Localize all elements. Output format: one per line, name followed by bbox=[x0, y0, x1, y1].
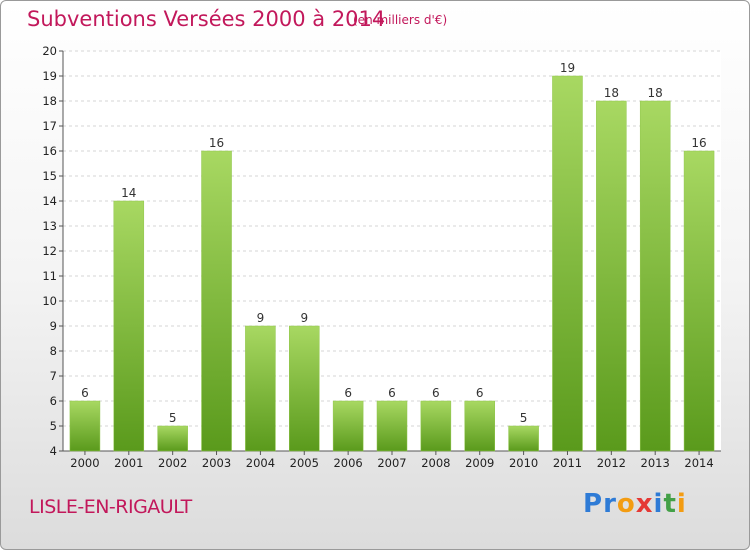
bar-2001 bbox=[113, 200, 145, 452]
bar-2006 bbox=[332, 400, 364, 452]
bar-2012 bbox=[596, 100, 627, 452]
logo-letter: P bbox=[583, 489, 604, 519]
y-tick-label: 6 bbox=[50, 394, 57, 408]
y-tick-label: 5 bbox=[50, 419, 57, 433]
x-tick-label-2001: 2001 bbox=[114, 456, 143, 470]
data-label-2005: 9 bbox=[300, 311, 308, 325]
y-tick-label: 4 bbox=[50, 444, 57, 458]
data-label-2014: 16 bbox=[691, 136, 706, 150]
data-label-2010: 5 bbox=[520, 411, 528, 425]
bar-2000 bbox=[69, 400, 101, 452]
bar-2013 bbox=[639, 100, 671, 452]
bar-2009 bbox=[464, 400, 495, 452]
x-tick-label-2009: 2009 bbox=[465, 456, 494, 470]
x-tick-label-2012: 2012 bbox=[597, 456, 626, 470]
chart-title: Subventions Versées 2000 à 2014 bbox=[27, 7, 386, 31]
data-label-2007: 6 bbox=[388, 386, 396, 400]
x-tick-label-2013: 2013 bbox=[641, 456, 670, 470]
bar-2008 bbox=[420, 400, 452, 452]
bar-2004 bbox=[245, 325, 276, 452]
x-tick-label-2003: 2003 bbox=[202, 456, 231, 470]
logo-letter: x bbox=[635, 489, 654, 519]
x-tick-label-2005: 2005 bbox=[290, 456, 319, 470]
y-tick-label: 12 bbox=[42, 244, 57, 258]
proxiti-logo: Proxiti bbox=[583, 489, 687, 519]
data-label-2003: 16 bbox=[209, 136, 224, 150]
x-tick-label-2007: 2007 bbox=[377, 456, 406, 470]
data-label-2009: 6 bbox=[476, 386, 484, 400]
x-tick-label-2000: 2000 bbox=[70, 456, 99, 470]
data-label-2002: 5 bbox=[169, 411, 177, 425]
x-tick-label-2006: 2006 bbox=[333, 456, 362, 470]
data-label-2013: 18 bbox=[648, 86, 663, 100]
data-label-2011: 19 bbox=[560, 61, 575, 75]
data-label-2004: 9 bbox=[257, 311, 265, 325]
y-tick-label: 19 bbox=[42, 69, 57, 83]
x-tick-label-2011: 2011 bbox=[553, 456, 582, 470]
chart-unit: (en milliers d'€) bbox=[353, 13, 448, 27]
logo-letter: i bbox=[653, 489, 664, 519]
y-tick-label: 18 bbox=[42, 94, 57, 108]
x-tick-label-2010: 2010 bbox=[509, 456, 538, 470]
bar-2014 bbox=[683, 150, 715, 452]
y-tick-label: 15 bbox=[42, 169, 57, 183]
y-tick-label: 17 bbox=[42, 119, 57, 133]
x-tick-label-2002: 2002 bbox=[158, 456, 187, 470]
y-tick-label: 20 bbox=[42, 44, 57, 58]
y-tick-label: 13 bbox=[42, 219, 57, 233]
data-label-2000: 6 bbox=[81, 386, 89, 400]
y-tick-label: 7 bbox=[50, 369, 57, 383]
bar-2003 bbox=[201, 150, 232, 452]
town-name: LISLE-EN-RIGAULT bbox=[29, 496, 192, 518]
y-tick-label: 11 bbox=[42, 269, 57, 283]
data-label-2001: 14 bbox=[121, 186, 136, 200]
y-tick-label: 10 bbox=[42, 294, 57, 308]
bar-2002 bbox=[157, 425, 188, 452]
data-label-2006: 6 bbox=[344, 386, 352, 400]
y-tick-label: 16 bbox=[42, 144, 57, 158]
logo-letter: o bbox=[616, 489, 636, 519]
bar-2007 bbox=[376, 400, 408, 452]
x-tick-label-2004: 2004 bbox=[246, 456, 275, 470]
y-tick-label: 14 bbox=[42, 194, 57, 208]
data-label-2008: 6 bbox=[432, 386, 440, 400]
x-tick-label-2008: 2008 bbox=[421, 456, 450, 470]
logo-letter: t bbox=[663, 489, 677, 519]
logo-letter: r bbox=[603, 489, 617, 519]
y-tick-label: 8 bbox=[50, 344, 57, 358]
x-tick-label-2014: 2014 bbox=[684, 456, 713, 470]
data-label-2012: 18 bbox=[604, 86, 619, 100]
bar-2005 bbox=[289, 325, 320, 452]
bar-2010 bbox=[508, 425, 539, 452]
logo-letter: i bbox=[676, 489, 687, 519]
y-tick-label: 9 bbox=[50, 319, 57, 333]
bar-2011 bbox=[552, 75, 583, 452]
